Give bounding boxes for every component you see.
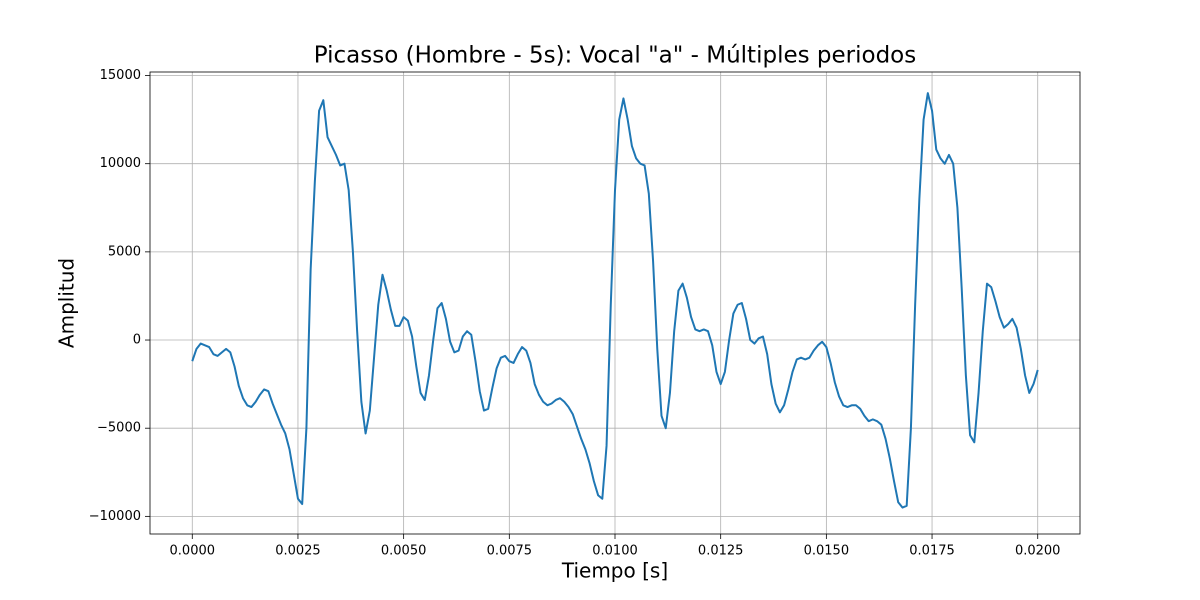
x-tick-label: 0.0150 bbox=[804, 544, 850, 559]
y-tick-label: −5000 bbox=[97, 421, 141, 436]
y-tick-label: 10000 bbox=[100, 156, 141, 171]
x-axis-label: Tiempo [s] bbox=[561, 559, 668, 583]
y-tick-label: 0 bbox=[133, 333, 141, 348]
y-tick-label: −10000 bbox=[89, 509, 141, 524]
data-line bbox=[191, 92, 1039, 509]
x-tick-label: 0.0200 bbox=[1015, 544, 1061, 559]
x-tick-label: 0.0025 bbox=[275, 544, 321, 559]
chart-title: Picasso (Hombre - 5s): Vocal "a" - Múlti… bbox=[314, 43, 916, 69]
y-tick-label: 15000 bbox=[100, 68, 141, 83]
x-tick-label: 0.0175 bbox=[909, 544, 955, 559]
x-tick-label: 0.0050 bbox=[381, 544, 427, 559]
x-tick-label: 0.0125 bbox=[698, 544, 744, 559]
x-tick-label: 0.0000 bbox=[170, 544, 216, 559]
plot-frame bbox=[149, 71, 1081, 535]
y-axis-label: Amplitud bbox=[55, 258, 79, 348]
x-tick-label: 0.0075 bbox=[487, 544, 533, 559]
y-tick-label: 5000 bbox=[108, 244, 141, 259]
x-tick-label: 0.0100 bbox=[592, 544, 638, 559]
